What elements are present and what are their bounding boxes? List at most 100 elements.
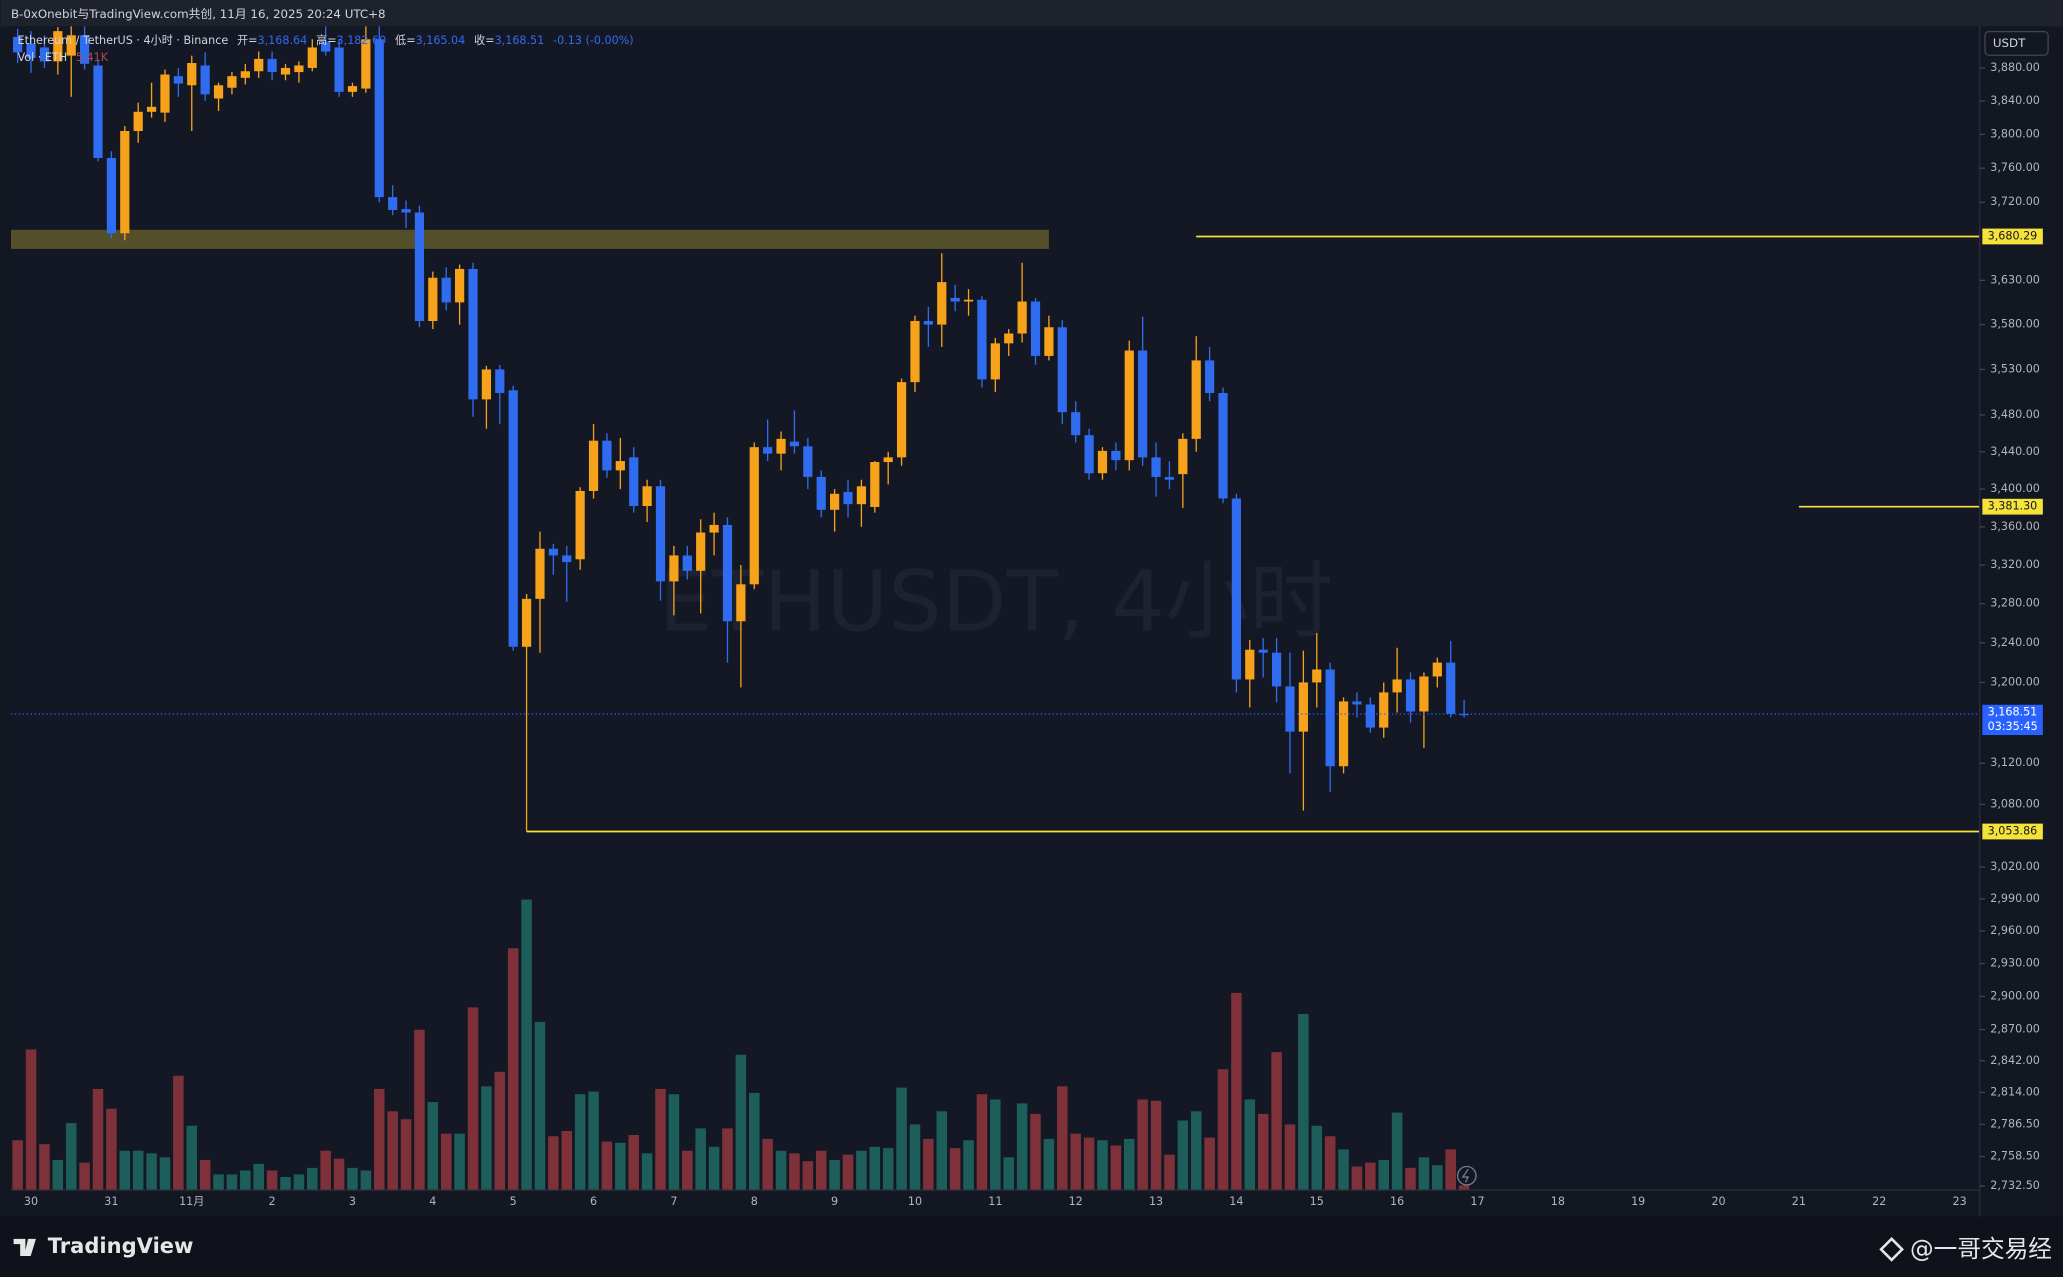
volume-bar xyxy=(561,1131,573,1191)
candle-body xyxy=(1004,333,1014,344)
volume-bar xyxy=(1418,1157,1430,1191)
price-tag-label: 3,680.29 xyxy=(1988,229,2038,242)
legend-value: 3,168.51 xyxy=(495,34,545,47)
x-tick-label: 8 xyxy=(751,1195,758,1208)
x-tick-label: 20 xyxy=(1711,1195,1725,1208)
x-tick-label: 21 xyxy=(1792,1195,1806,1208)
candle-body xyxy=(13,36,23,53)
volume-bar xyxy=(896,1087,907,1191)
x-tick-label: 10 xyxy=(908,1195,922,1208)
candle-body xyxy=(1044,327,1054,356)
plot-marks xyxy=(10,26,1980,1191)
x-tick-label: 5 xyxy=(510,1195,517,1208)
volume-bar xyxy=(226,1174,238,1191)
volume-bar xyxy=(186,1125,198,1191)
volume-bar xyxy=(708,1146,720,1191)
candle-body xyxy=(39,47,50,62)
volume-bar xyxy=(1311,1125,1323,1191)
volume-bar xyxy=(52,1159,64,1191)
candle-body xyxy=(669,555,679,582)
legend-symbol: Ethereum / TetherUS · 4小时 · Binance xyxy=(18,34,229,47)
candle-body xyxy=(428,277,438,322)
y-tick-label: 3,080.00 xyxy=(1990,797,2040,810)
price-tag-label: 3,053.86 xyxy=(1988,825,2038,838)
candle-body xyxy=(562,555,572,563)
volume-bar xyxy=(427,1102,439,1191)
volume-bar xyxy=(293,1174,305,1191)
volume-bar xyxy=(1003,1157,1014,1191)
volume-bar xyxy=(1164,1154,1175,1191)
x-tick-label: 6 xyxy=(590,1195,597,1208)
candle-body xyxy=(950,297,960,302)
volume-bar xyxy=(266,1170,278,1191)
volume-bar xyxy=(869,1146,881,1191)
volume-bar xyxy=(387,1111,398,1191)
volume-bar xyxy=(467,1007,479,1191)
candle-body xyxy=(146,106,157,112)
volume-bar xyxy=(923,1138,934,1191)
candle-body xyxy=(495,369,505,394)
y-tick-label: 3,320.00 xyxy=(1990,558,2040,571)
volume-bar xyxy=(1070,1133,1081,1191)
y-tick-label: 3,800.00 xyxy=(1990,127,2040,140)
brand-name: TradingView xyxy=(48,1233,194,1258)
candle-body xyxy=(1245,649,1255,680)
volume-bar xyxy=(963,1140,974,1191)
y-tick-label: 3,280.00 xyxy=(1990,597,2040,610)
legend-value: 3,165.04 xyxy=(416,34,466,47)
candle-body xyxy=(736,584,746,622)
candle-body xyxy=(213,85,224,99)
candle-body xyxy=(294,65,304,73)
volume-bar xyxy=(1365,1162,1376,1191)
volume-bar xyxy=(949,1148,961,1191)
candle-body xyxy=(80,35,90,64)
candle-body xyxy=(843,491,853,505)
y-tick-label: 3,240.00 xyxy=(1990,636,2040,649)
x-tick-label: 7 xyxy=(670,1195,677,1208)
volume-bar xyxy=(253,1163,264,1191)
candle-body xyxy=(535,548,545,599)
volume-bar xyxy=(1150,1100,1162,1191)
candle-body xyxy=(776,438,786,454)
currency-label[interactable]: USDT xyxy=(1993,36,2026,50)
volume-bar xyxy=(1271,1052,1282,1191)
volume-bar xyxy=(802,1161,814,1191)
candle-body xyxy=(963,299,974,302)
candle-body xyxy=(1271,652,1282,687)
candle-body xyxy=(401,209,411,213)
x-tick-label: 4 xyxy=(429,1195,436,1208)
candle-body xyxy=(1338,701,1349,767)
volume-bar xyxy=(1217,1069,1229,1191)
candle-body xyxy=(1164,476,1175,480)
x-tick-label: 9 xyxy=(831,1195,838,1208)
volume-bar xyxy=(199,1159,211,1191)
axis: 3,880.00 3,840.00 3,800.00 3,760.00 3,720.00… xyxy=(24,61,2043,1208)
volume-bar xyxy=(1190,1111,1202,1191)
price-tag xyxy=(1982,228,2043,245)
zone xyxy=(10,229,1049,249)
y-tick-label: 3,020.00 xyxy=(1990,860,2040,873)
candle-body xyxy=(548,548,558,556)
header-text: B-0xOnebit与TradingView.com共创, 11月 16, 20… xyxy=(11,7,386,21)
volume-bar xyxy=(173,1075,184,1191)
candle-body xyxy=(1392,679,1402,693)
candle-body xyxy=(1178,438,1188,475)
volume-bar xyxy=(1231,992,1242,1191)
x-tick-label: 31 xyxy=(104,1195,118,1208)
y-tick-label: 3,880.00 xyxy=(1990,61,2040,74)
currency-button[interactable] xyxy=(1984,30,2049,56)
price-tag xyxy=(1982,823,2043,840)
legend-line: Vol · ETH 5.41K xyxy=(18,51,109,64)
price-tag-label: 3,381.30 xyxy=(1988,500,2038,513)
x-tick-label: 14 xyxy=(1229,1195,1243,1208)
candle-body xyxy=(1191,360,1201,439)
volume-bar xyxy=(628,1134,639,1191)
volume-bar xyxy=(615,1142,626,1191)
volume-bar xyxy=(1030,1113,1041,1191)
y-tick-label: 2,814.00 xyxy=(1990,1085,2040,1098)
volume-bar xyxy=(494,1071,506,1191)
volume-bar xyxy=(936,1111,948,1191)
volume-bar xyxy=(1338,1149,1349,1191)
candle-body xyxy=(361,39,371,89)
replay-icon[interactable] xyxy=(1456,1165,1477,1186)
